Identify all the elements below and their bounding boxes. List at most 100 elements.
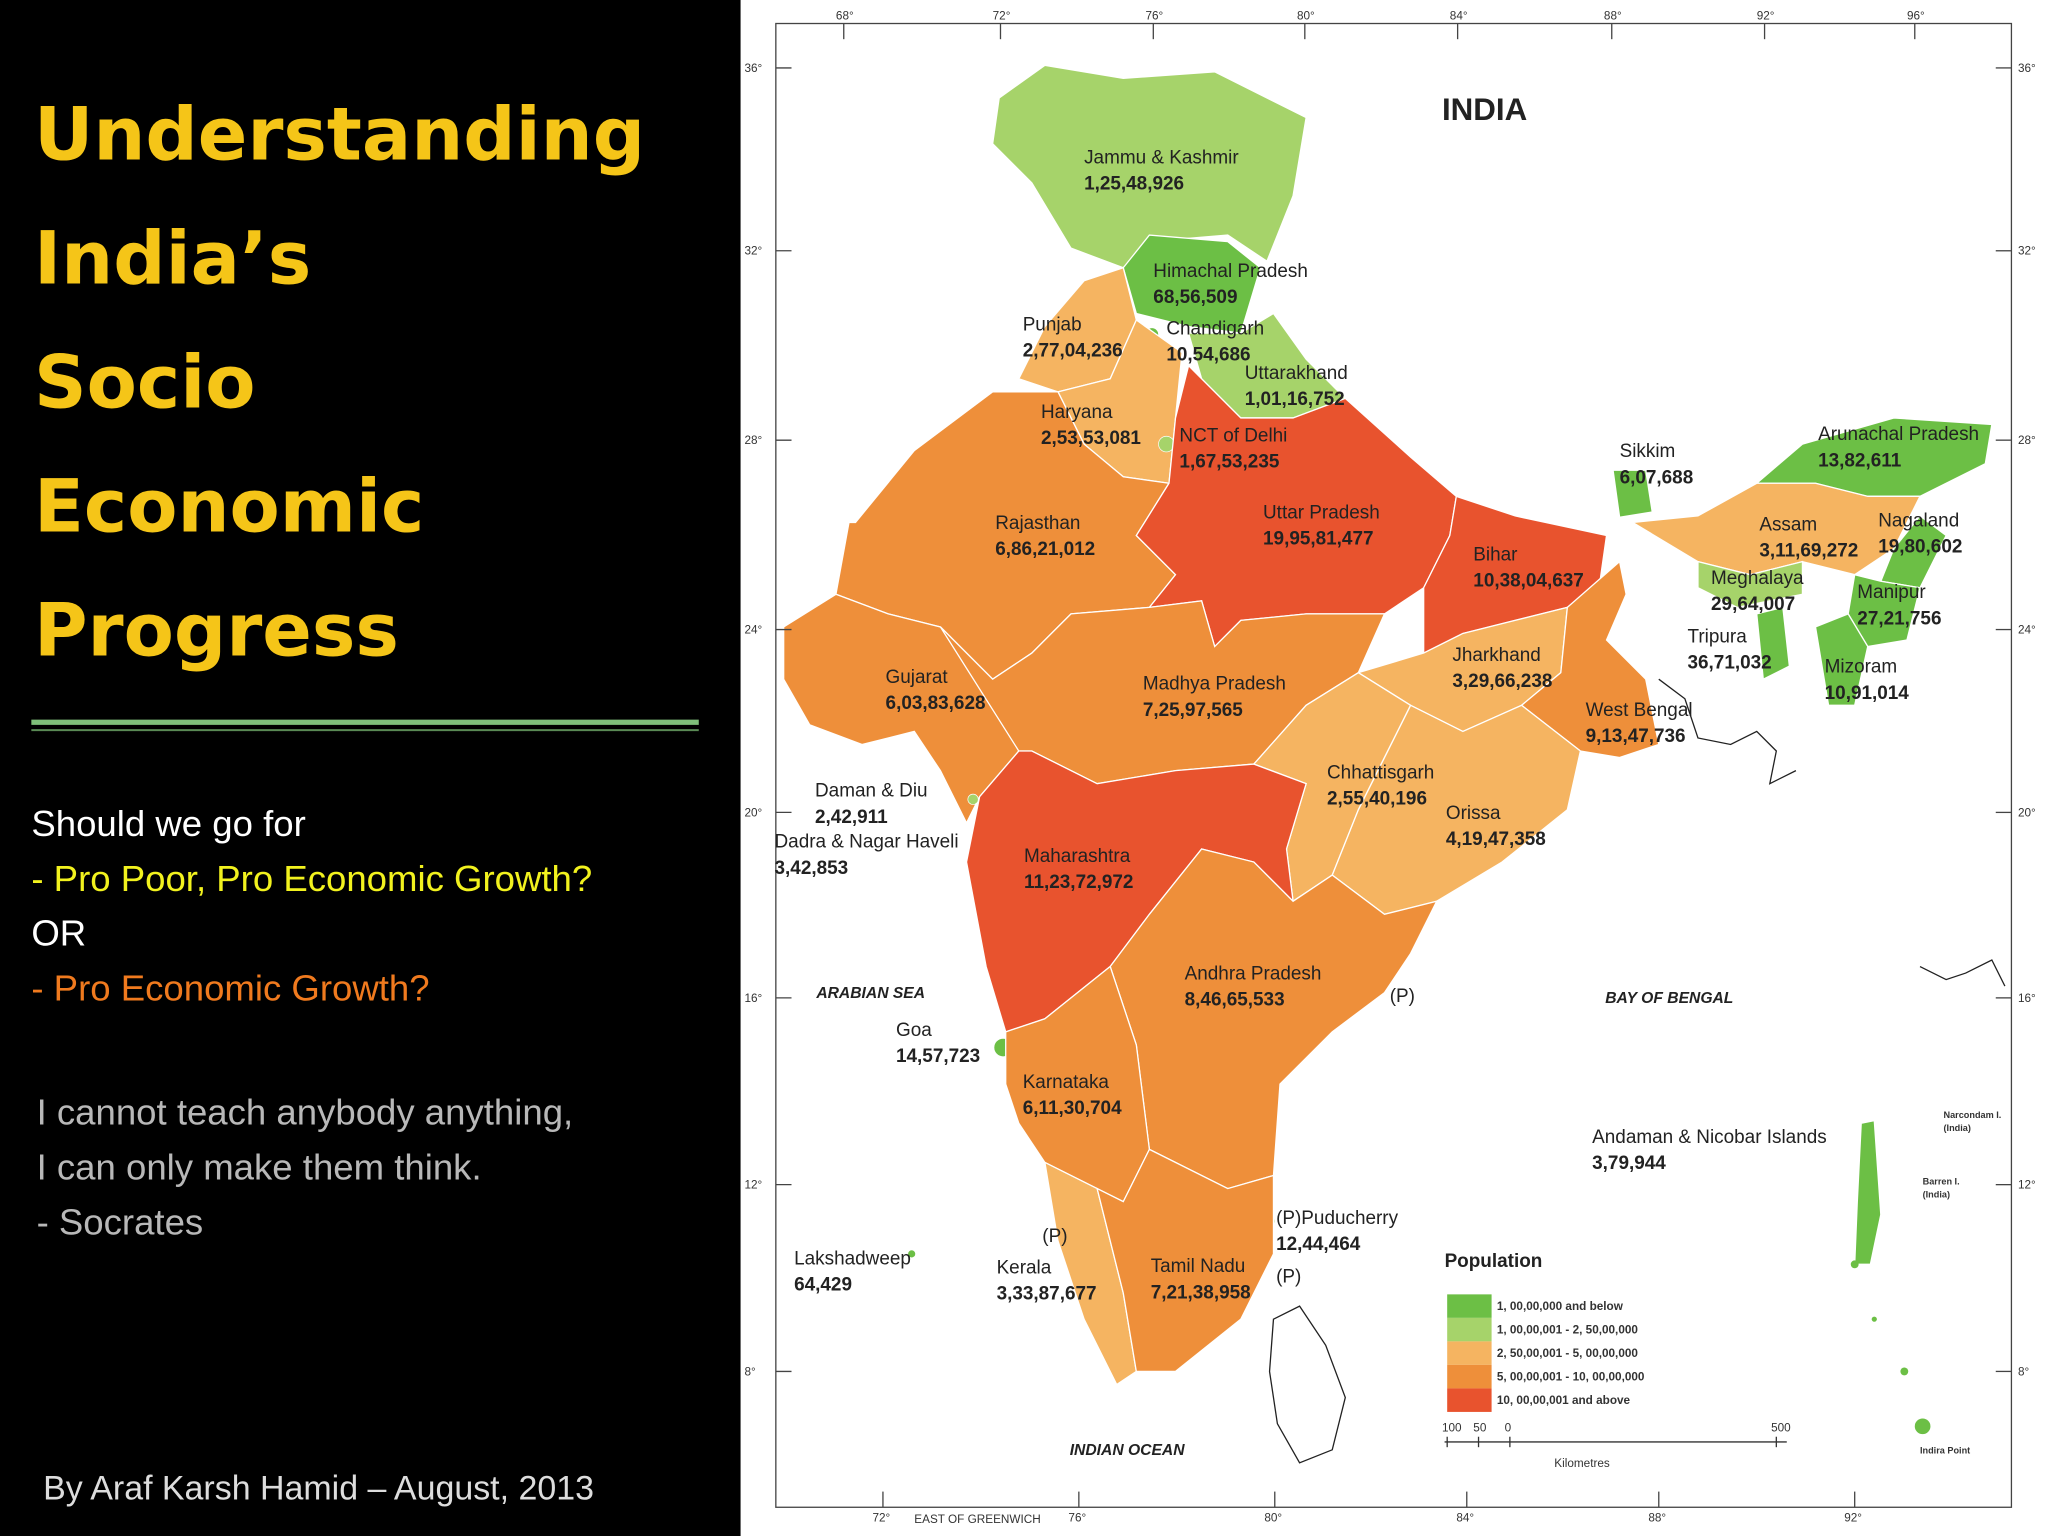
state-population: 68,56,509: [1153, 287, 1237, 308]
lat-label: 12°: [2018, 1179, 2036, 1192]
question-line: Should we go for: [31, 803, 305, 844]
state-region: [1697, 560, 1804, 609]
state-name: Karnataka: [1023, 1072, 1110, 1093]
legend-swatch: [1447, 1364, 1492, 1389]
state-name: Daman & Diu: [815, 781, 928, 802]
question-line: OR: [31, 913, 86, 954]
state-population: 3,29,66,238: [1452, 671, 1552, 692]
state-name: Lakshadweep: [794, 1248, 911, 1269]
quote-line: I can only make them think.: [37, 1146, 482, 1187]
state-name: Gujarat: [886, 667, 949, 688]
quote-line: I cannot teach anybody anything,: [37, 1092, 574, 1133]
state-region: [991, 64, 1307, 269]
title-line: Socio: [34, 341, 256, 426]
lon-label: 80°: [1297, 10, 1315, 23]
map: INDIA Jammu & Kashmir 1,25,48,926 Himachal…: [740, 0, 2048, 1536]
legend-swatch: [1447, 1294, 1492, 1318]
scale-tick-label: 0: [1505, 1422, 1512, 1435]
island: [1871, 1316, 1877, 1322]
island-label: Narcondam I.: [1944, 1110, 2002, 1120]
state-population: 14,57,723: [896, 1046, 980, 1067]
lon-label: 92°: [1844, 1512, 1862, 1525]
lon-label: 88°: [1648, 1512, 1666, 1525]
state-name: Bihar: [1473, 544, 1517, 565]
state-name: Haryana: [1041, 402, 1113, 423]
state-population: 29,64,007: [1711, 594, 1795, 615]
state-population: 6,03,83,628: [886, 693, 986, 714]
state-population: 3,33,87,677: [997, 1284, 1097, 1305]
lon-label: 76°: [1145, 10, 1163, 23]
island: [1900, 1367, 1909, 1376]
state-name: Assam: [1759, 514, 1817, 535]
coastline: [1658, 678, 2006, 987]
lat-label: 20°: [744, 806, 762, 819]
state-region: [1122, 234, 1262, 334]
state-population: 6,86,21,012: [995, 539, 1095, 560]
state-population: 3,42,853: [775, 858, 849, 879]
map-title: INDIA: [1442, 92, 1527, 127]
lon-label: 84°: [1450, 10, 1468, 23]
sea-label: BAY OF BENGAL: [1605, 990, 1733, 1007]
lat-label: 28°: [2018, 434, 2036, 447]
island-label: Indira Point: [1920, 1446, 1970, 1456]
state-population: 1,25,48,926: [1084, 173, 1184, 194]
state-name: Tamil Nadu: [1151, 1256, 1246, 1277]
title-line: India’s: [34, 216, 311, 301]
state-region: [1612, 469, 1653, 518]
lat-label: 20°: [2018, 806, 2036, 819]
lat-label: 36°: [2018, 62, 2036, 75]
legend-swatch: [1447, 1388, 1492, 1412]
island: [1850, 1260, 1859, 1269]
lat-label: 16°: [2018, 992, 2036, 1005]
island-label: (India): [1944, 1123, 1971, 1133]
lon-label: 68°: [836, 10, 854, 23]
state-population: 8,46,65,533: [1185, 990, 1285, 1011]
state-population: 12,44,464: [1276, 1234, 1361, 1255]
state-region: [1520, 560, 1660, 759]
state-population: 7,21,38,958: [1151, 1282, 1251, 1303]
state-region: [1756, 606, 1791, 681]
state-population: 10,38,04,637: [1473, 570, 1583, 591]
island-label: (India): [1923, 1190, 1950, 1200]
lon-label: 80°: [1264, 1512, 1282, 1525]
state-population: 2,53,53,081: [1041, 428, 1141, 449]
scale-unit: Kilometres: [1554, 1457, 1610, 1470]
state-region: [1331, 704, 1582, 915]
state-region: [1814, 613, 1869, 706]
state-population: 2,42,911: [815, 807, 888, 828]
lat-label: 12°: [744, 1179, 762, 1192]
state-name: Dadra & Nagar Haveli: [775, 832, 959, 853]
state-name: NCT of Delhi: [1179, 425, 1287, 446]
state-name: Kerala: [997, 1257, 1052, 1278]
marker: (P): [1390, 986, 1415, 1007]
state-name: Andaman & Nicobar Islands: [1592, 1127, 1827, 1148]
lon-label: 96°: [1907, 10, 1925, 23]
state-name: Uttarakhand: [1245, 363, 1348, 384]
state-name: Maharashtra: [1024, 846, 1131, 867]
state-population: 19,95,81,477: [1263, 529, 1373, 550]
question-line: - Pro Economic Growth?: [31, 967, 429, 1008]
map-frame: [775, 22, 2013, 1508]
state-name: Punjab: [1023, 314, 1082, 335]
state-name: (P)Puducherry: [1276, 1208, 1399, 1229]
lon-label: 92°: [1757, 10, 1775, 23]
legend-label: 10, 00,00,001 and above: [1497, 1394, 1631, 1407]
state-name: Jammu & Kashmir: [1084, 147, 1239, 168]
quote-line: - Socrates: [37, 1201, 204, 1242]
legend-label: 1, 00,00,000 and below: [1497, 1300, 1624, 1313]
legend-title: Population: [1445, 1251, 1543, 1272]
state-population: 6,07,688: [1620, 467, 1694, 488]
scale-tick-label: 50: [1473, 1422, 1487, 1435]
lat-label: 24°: [744, 623, 762, 636]
lon-label: 72°: [993, 10, 1011, 23]
state-shapes: [783, 64, 1993, 1386]
state-population: 13,82,611: [1818, 450, 1901, 471]
state-population: 2,77,04,236: [1023, 341, 1123, 362]
state-population: 10,91,014: [1825, 683, 1910, 704]
state-population: 4,19,47,358: [1446, 829, 1546, 850]
island-label: Barren I.: [1923, 1177, 1960, 1187]
title-line: Progress: [34, 589, 399, 674]
state-name: Andhra Pradesh: [1185, 964, 1322, 985]
lon-label: 72°: [872, 1512, 890, 1525]
